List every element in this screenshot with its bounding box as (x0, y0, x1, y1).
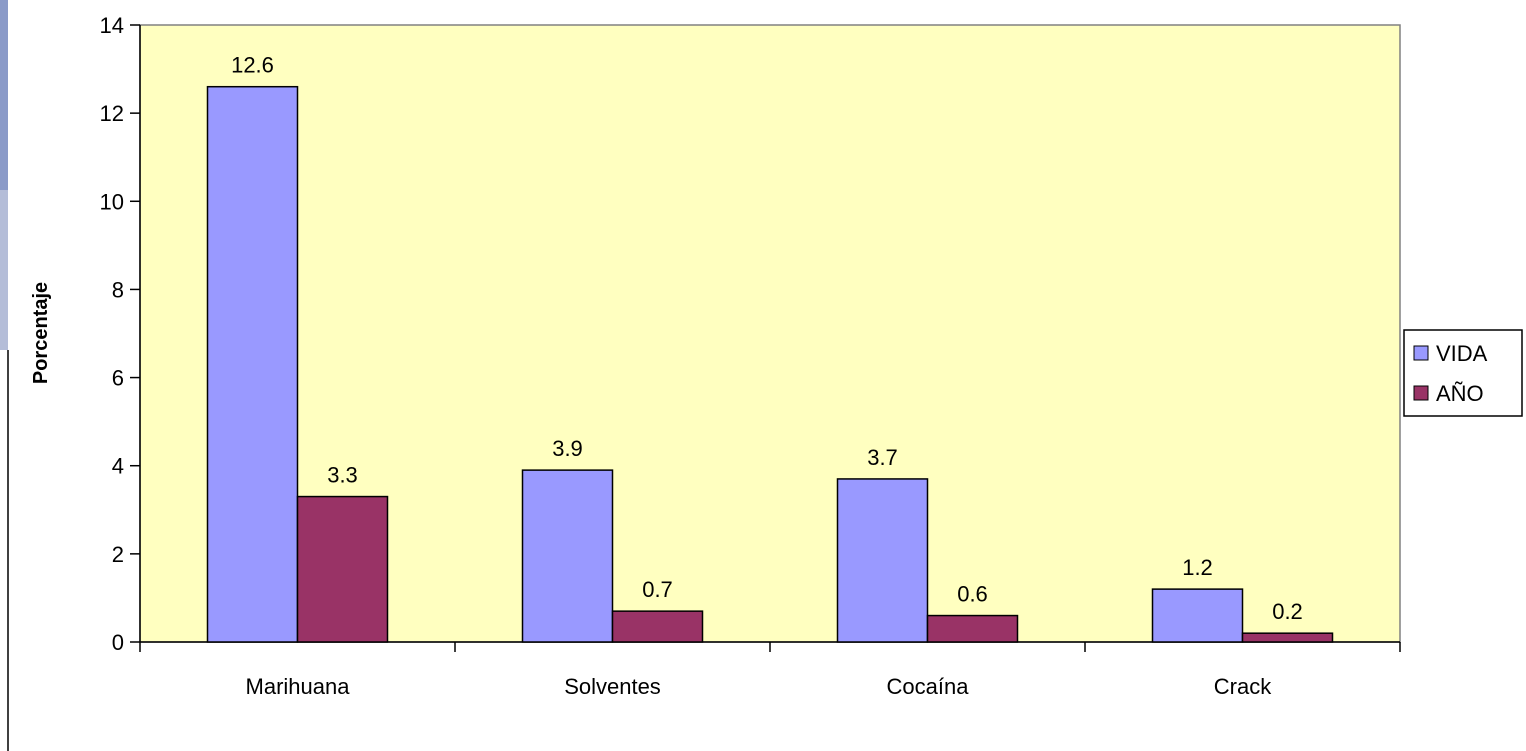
y-tick-label: 10 (100, 189, 124, 214)
y-tick-label: 8 (112, 277, 124, 302)
left-accent-strip-lower (0, 190, 8, 350)
bar-vida (521, 469, 614, 643)
bar-vida (836, 478, 929, 643)
bar-ano (296, 495, 389, 643)
legend-swatch-vida (1413, 345, 1429, 361)
bar-vida (1151, 588, 1244, 643)
legend-swatch-ano (1413, 385, 1429, 401)
legend: VIDA AÑO (1403, 329, 1523, 417)
data-label: 3.3 (327, 463, 358, 488)
x-tick-label: Solventes (564, 674, 661, 699)
left-accent-strip (0, 0, 8, 190)
y-tick-label: 14 (100, 13, 124, 38)
data-label: 3.9 (552, 436, 583, 461)
legend-box (1403, 329, 1523, 417)
bar-ano (926, 614, 1019, 643)
y-tick-label: 4 (112, 454, 124, 479)
y-axis-label: Porcentaje (30, 282, 52, 384)
data-label: 3.7 (867, 445, 898, 470)
y-tick-label: 6 (112, 366, 124, 391)
y-tick-label: 12 (100, 101, 124, 126)
x-tick-label: Crack (1214, 674, 1272, 699)
bar-vida (206, 85, 299, 643)
data-label: 0.2 (1272, 599, 1303, 624)
legend-label-ano: AÑO (1436, 381, 1484, 406)
axes: 0 2 4 6 8 10 12 14 Marihuana Solventes Cocaína Crac… (100, 13, 1401, 699)
y-tick-label: 0 (112, 630, 124, 655)
data-label: 1.2 (1182, 555, 1213, 580)
data-label: 12.6 (231, 53, 274, 78)
data-label: 0.6 (957, 582, 988, 607)
bars (206, 85, 1334, 643)
bar-ano (611, 610, 704, 643)
data-label: 0.7 (642, 577, 673, 602)
y-tick-label: 2 (112, 542, 124, 567)
x-tick-label: Cocaína (887, 674, 970, 699)
legend-label-vida: VIDA (1436, 341, 1488, 366)
bar-ano (1241, 632, 1334, 643)
x-tick-label: Marihuana (246, 674, 351, 699)
data-labels: 12.6 3.3 3.9 0.7 3.7 0.6 1.2 0.2 (231, 53, 1303, 624)
